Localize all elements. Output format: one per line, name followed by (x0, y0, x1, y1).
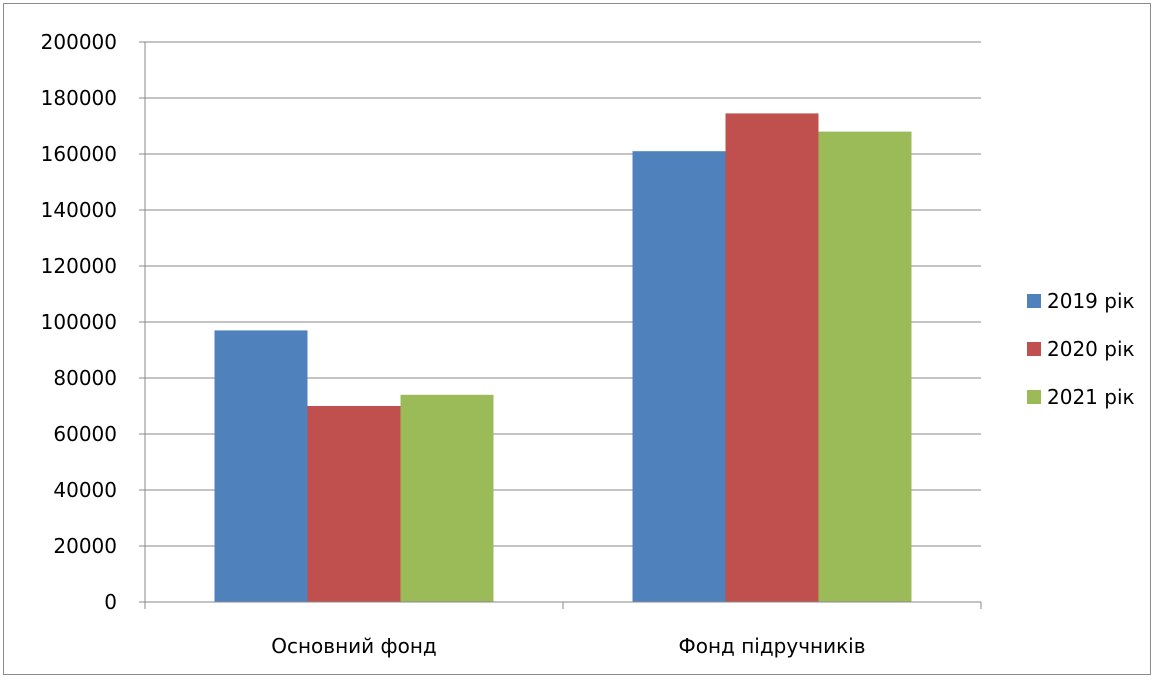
axes (139, 41, 982, 609)
y-tick-label: 200000 (41, 30, 117, 54)
bar-2020-рік-0 (307, 406, 401, 602)
legend-swatch (1027, 390, 1041, 404)
bars (214, 113, 912, 603)
chart-frame (3, 3, 1151, 675)
legend-swatch (1027, 342, 1041, 356)
bar-2019-рік-1 (632, 151, 726, 602)
y-tick-label: 140000 (41, 198, 117, 222)
legend-label: 2019 рік (1047, 289, 1135, 313)
y-tick-label: 60000 (53, 422, 117, 446)
x-tick-label: Фонд підручників (678, 634, 865, 658)
y-tick-label: 180000 (41, 86, 117, 110)
bar-2021-рік-0 (400, 394, 494, 602)
legend: 2019 рік 2020 рік 2021 рік (1027, 289, 1135, 409)
legend-swatch (1027, 294, 1041, 308)
bar-2019-рік-0 (214, 330, 308, 602)
x-tick-label: Основний фонд (271, 634, 437, 658)
bar-2020-рік-1 (725, 113, 819, 603)
y-tick-label: 40000 (53, 478, 117, 502)
x-axis-tick-labels: Основний фонд Фонд підручників (271, 634, 865, 658)
bar-2021-рік-1 (818, 131, 912, 602)
legend-label: 2020 рік (1047, 337, 1135, 361)
y-tick-label: 120000 (41, 254, 117, 278)
y-tick-label: 0 (104, 590, 117, 614)
legend-label: 2021 рік (1047, 385, 1135, 409)
y-tick-label: 80000 (53, 366, 117, 390)
y-axis-tick-labels: 0 20000 40000 60000 80000 100000 120000 140000 1… (41, 30, 117, 614)
y-tick-label: 100000 (41, 310, 117, 334)
y-tick-label: 160000 (41, 142, 117, 166)
y-tick-label: 20000 (53, 534, 117, 558)
